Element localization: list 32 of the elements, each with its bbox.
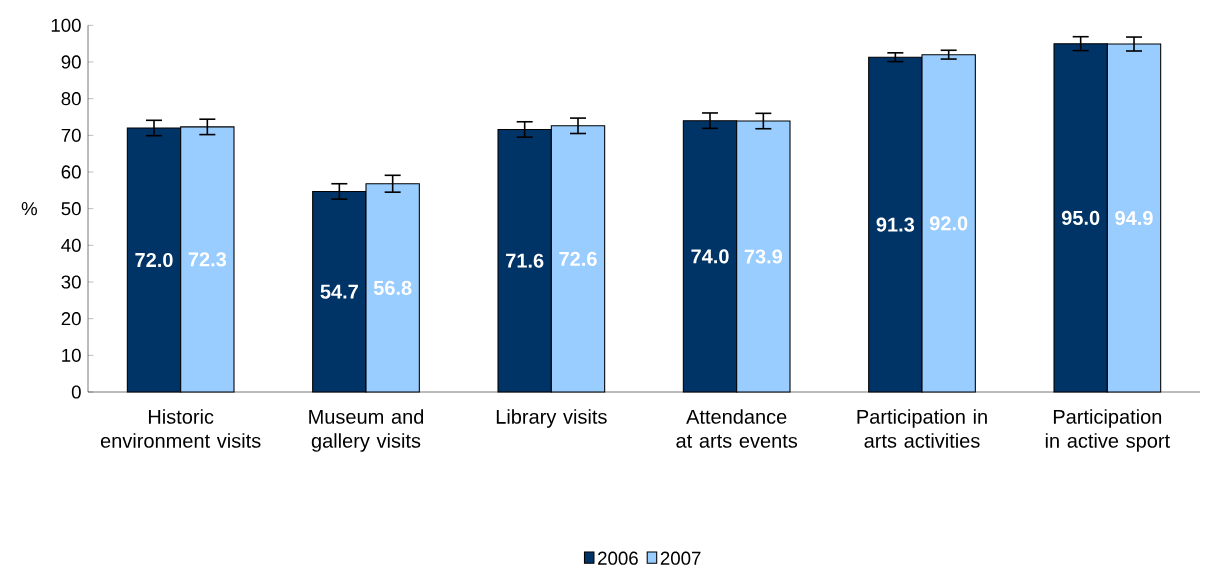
y-tick-label: 100 bbox=[51, 18, 81, 33]
data-label: 71.6 bbox=[506, 253, 544, 268]
data-label: 72.6 bbox=[559, 251, 597, 267]
data-label: 56.8 bbox=[373, 280, 412, 296]
y-tick-label: 20 bbox=[61, 312, 81, 326]
y-tick-label: 10 bbox=[62, 348, 81, 363]
x-tick-label: Participation in arts activities bbox=[857, 409, 987, 448]
data-label: 92.0 bbox=[929, 216, 968, 231]
data-label: 94.9 bbox=[1115, 211, 1153, 226]
y-tick-label: 40 bbox=[61, 238, 81, 253]
x-tick-label: Historic environment visits bbox=[100, 409, 261, 448]
y-tick-label: 60 bbox=[61, 165, 81, 179]
data-label: 54.7 bbox=[320, 284, 358, 299]
y-tick-label: 80 bbox=[61, 92, 81, 106]
legend-label: 2007 bbox=[660, 551, 701, 565]
legend-label: 2006 bbox=[598, 551, 638, 565]
data-label: 72.0 bbox=[135, 253, 173, 268]
x-tick-label: Attendance at arts events bbox=[676, 409, 798, 448]
data-label: 72.3 bbox=[188, 252, 227, 267]
y-tick-label: 90 bbox=[61, 55, 81, 69]
y-axis-title: % bbox=[21, 202, 37, 216]
y-tick-label: 0 bbox=[71, 385, 81, 399]
data-label: 91.3 bbox=[876, 217, 915, 232]
data-label: 95.0 bbox=[1061, 210, 1100, 226]
data-label: 74.0 bbox=[691, 249, 729, 264]
y-tick-label: 50 bbox=[61, 202, 81, 216]
y-tick-label: 70 bbox=[61, 128, 81, 143]
x-tick-label: Participation in active sport bbox=[1045, 409, 1170, 452]
y-tick-label: 30 bbox=[61, 275, 81, 289]
x-tick-label: Museum and gallery visits bbox=[309, 409, 424, 452]
data-label: 73.9 bbox=[744, 249, 783, 264]
x-tick-label: Library visits bbox=[496, 409, 607, 428]
